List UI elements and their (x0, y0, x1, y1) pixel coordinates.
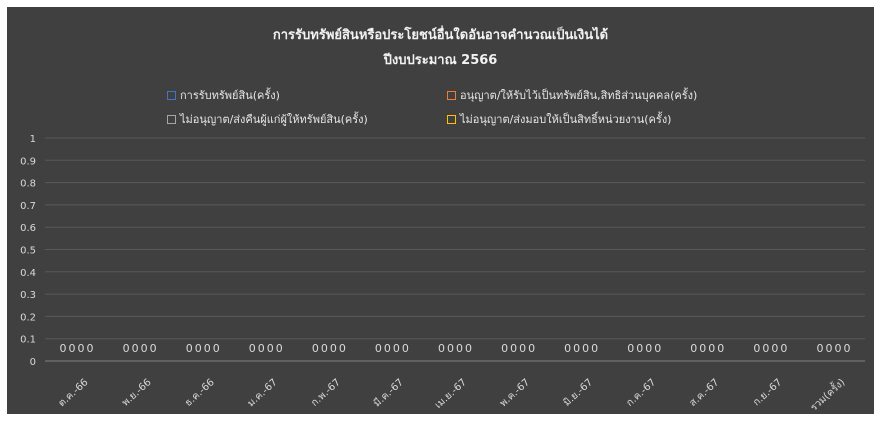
data-label: 0 (573, 342, 580, 355)
data-label: 0 (591, 342, 598, 355)
data-label: 0 (816, 342, 823, 355)
data-label: 0 (213, 342, 220, 355)
data-label: 0 (87, 342, 94, 355)
data-label: 0 (456, 342, 463, 355)
legend-swatch-4 (447, 114, 456, 124)
data-label: 0 (528, 342, 535, 355)
data-label: 0 (339, 342, 346, 355)
data-label: 0 (465, 342, 472, 355)
y-tick-label: 0.5 (20, 246, 36, 257)
data-label: 0 (249, 342, 256, 355)
legend-label-2: อนุญาต/ให้รับไว้เป็นทรัพย์สิน,สิทธิส่วนบ… (460, 89, 698, 102)
x-tick-label: ธ.ค.-66 (183, 377, 217, 409)
data-label: 0 (69, 342, 76, 355)
x-tick-label: พ.ค.-67 (498, 377, 532, 409)
data-label: 0 (582, 342, 589, 355)
data-label: 0 (564, 342, 571, 355)
data-label: 0 (375, 342, 382, 355)
data-label: 0 (762, 342, 769, 355)
data-label: 0 (150, 342, 157, 355)
data-label: 0 (519, 342, 526, 355)
y-tick-label: 0.4 (20, 268, 36, 279)
data-label: 0 (330, 342, 337, 355)
data-label: 0 (843, 342, 850, 355)
data-label: 0 (321, 342, 328, 355)
data-label: 0 (132, 342, 139, 355)
data-label: 0 (438, 342, 445, 355)
chart-title: การรับทรัพย์สินหรือประโยชน์อื่นใดอันอาจค… (272, 28, 609, 43)
x-tick-label: มิ.ย.-67 (562, 377, 595, 409)
data-label: 0 (393, 342, 400, 355)
data-label: 0 (258, 342, 265, 355)
data-label: 0 (447, 342, 454, 355)
legend-swatch-3 (167, 114, 176, 124)
x-tick-label: ต.ค.-66 (57, 377, 91, 409)
data-label: 0 (690, 342, 697, 355)
x-tick-label: ม.ค.-67 (246, 377, 280, 409)
x-tick-label: ส.ค.-67 (688, 377, 722, 409)
y-tick-label: 1 (30, 134, 36, 145)
legend-swatch-1 (167, 90, 176, 100)
plot-area: 00.10.20.30.40.50.60.70.80.910 0 0 0ต.ค.-66… (20, 134, 865, 414)
legend-label-1: การรับทรัพย์สิน(ครั้ง) (180, 89, 280, 102)
data-label: 0 (627, 342, 634, 355)
data-label: 0 (186, 342, 193, 355)
data-label: 0 (123, 342, 130, 355)
data-label: 0 (195, 342, 202, 355)
legend-item-2: อนุญาต/ให้รับไว้เป็นทรัพย์สิน,สิทธิส่วนบ… (447, 86, 697, 104)
data-label: 0 (141, 342, 148, 355)
data-label: 0 (60, 342, 67, 355)
data-label: 0 (636, 342, 643, 355)
data-label: 0 (780, 342, 787, 355)
y-tick-label: 0.9 (20, 156, 36, 167)
data-label: 0 (654, 342, 661, 355)
data-label: 0 (510, 342, 517, 355)
y-tick-label: 0.8 (20, 179, 36, 190)
x-tick-label: ก.ค.-67 (625, 377, 659, 409)
legend-label-3: ไม่อนุญาต/ส่งคืนผู้แก่ผู้ให้ทรัพย์สิน(คร… (180, 113, 368, 126)
y-tick-label: 0 (30, 357, 36, 368)
data-label: 0 (501, 342, 508, 355)
data-label: 0 (645, 342, 652, 355)
chart: การรับทรัพย์สินหรือประโยชน์อื่นใดอันอาจค… (7, 7, 874, 414)
x-tick-label: มี.ค.-67 (371, 376, 406, 409)
y-tick-label: 0.3 (20, 290, 36, 301)
data-label: 0 (699, 342, 706, 355)
data-label: 0 (771, 342, 778, 355)
chart-subtitle: ปีงบประมาณ 2566 (383, 53, 498, 68)
y-tick-label: 0.6 (20, 223, 36, 234)
data-label: 0 (204, 342, 211, 355)
x-tick-label: พ.ย.-66 (120, 377, 153, 409)
x-tick-label: ก.ย.-67 (751, 377, 784, 408)
data-label: 0 (708, 342, 715, 355)
x-tick-label: รวม(ครั้ง) (807, 375, 848, 414)
y-tick-label: 0.7 (20, 201, 36, 212)
x-tick-label: ก.พ.-67 (309, 377, 343, 409)
data-label: 0 (78, 342, 85, 355)
data-label: 0 (834, 342, 841, 355)
data-label: 0 (753, 342, 760, 355)
x-tick-label: เม.ย.-67 (433, 377, 469, 411)
data-label: 0 (267, 342, 274, 355)
y-tick-label: 0.2 (20, 312, 36, 323)
data-label: 0 (717, 342, 724, 355)
data-label: 0 (276, 342, 283, 355)
data-label: 0 (312, 342, 319, 355)
legend-swatch-2 (447, 90, 456, 100)
y-tick-label: 0.1 (20, 335, 36, 346)
legend-item-1: การรับทรัพย์สิน(ครั้ง) (167, 86, 280, 104)
data-label: 0 (402, 342, 409, 355)
legend-label-4: ไม่อนุญาต/ส่งมอบให้เป็นสิทธิ์หน่วยงาน(คร… (460, 113, 672, 126)
data-label: 0 (825, 342, 832, 355)
data-label: 0 (384, 342, 391, 355)
legend-item-4: ไม่อนุญาต/ส่งมอบให้เป็นสิทธิ์หน่วยงาน(คร… (447, 110, 671, 128)
legend-item-3: ไม่อนุญาต/ส่งคืนผู้แก่ผู้ให้ทรัพย์สิน(คร… (167, 110, 368, 128)
